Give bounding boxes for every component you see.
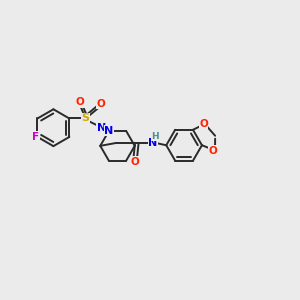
Text: N: N [104,126,113,136]
Text: O: O [209,146,218,156]
Text: N: N [97,123,106,133]
Text: O: O [76,98,85,107]
Text: S: S [82,113,90,124]
Text: O: O [97,99,106,109]
Text: F: F [32,132,40,142]
Text: H: H [152,132,159,141]
Text: O: O [131,157,140,166]
Text: O: O [199,119,208,129]
Text: N: N [148,138,158,148]
